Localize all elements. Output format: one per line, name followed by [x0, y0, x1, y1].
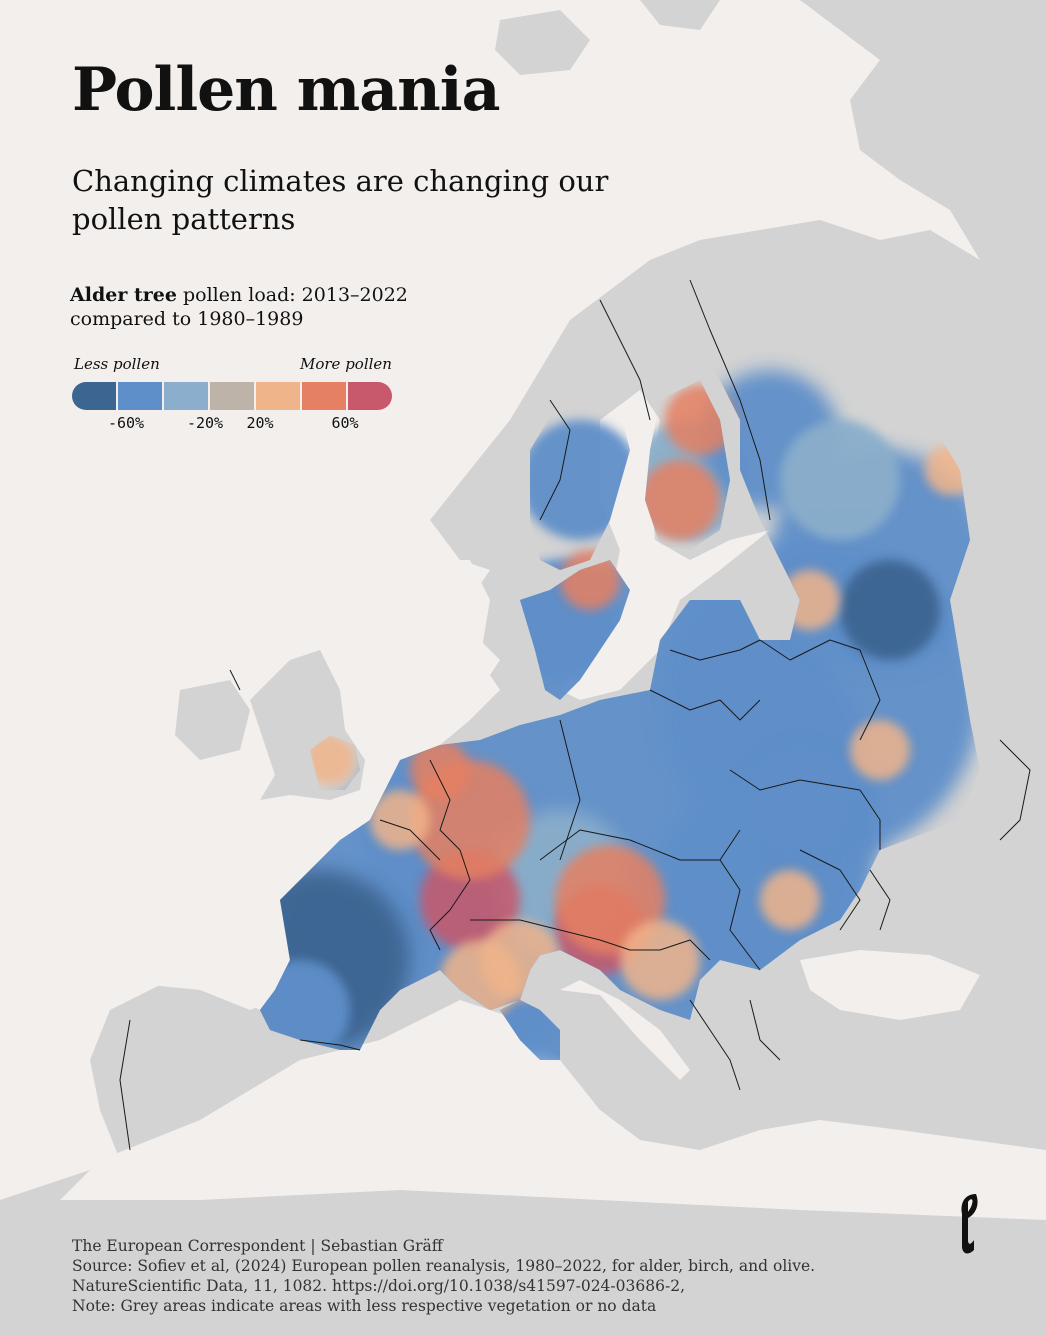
publisher-logo-icon [961, 1194, 978, 1254]
country-border [470, 919, 601, 941]
pollen-region [560, 550, 620, 610]
pollen-region [760, 870, 820, 930]
country-border [539, 829, 741, 861]
legend-heading-line2: compared to 1980–1989 [70, 308, 304, 330]
legend-tick: -60% [107, 414, 145, 432]
country-border [729, 769, 861, 791]
footer-source: Source: Sofiev et al, (2024) European po… [72, 1257, 816, 1295]
legend-swatch [164, 382, 210, 410]
country-border [299, 1039, 361, 1051]
country-border [719, 859, 761, 971]
pollen-region [520, 420, 640, 540]
legend-swatch [256, 382, 302, 410]
country-border [119, 1019, 131, 1151]
country-border [799, 849, 861, 931]
footer: The European Correspondent | Sebastian G… [72, 1236, 832, 1316]
legend-color-scale [72, 382, 392, 410]
legend-tick: 20% [246, 414, 274, 432]
footer-credit: The European Correspondent | Sebastian G… [72, 1237, 443, 1255]
country-border [999, 739, 1031, 841]
country-border [669, 639, 761, 661]
country-border [689, 999, 741, 1091]
country-border [379, 819, 441, 861]
country-border [689, 279, 771, 521]
pollen-region [850, 720, 910, 780]
country-border [229, 669, 241, 691]
legend-less-label: Less pollen [74, 355, 160, 373]
country-border [599, 299, 651, 421]
country-border [429, 759, 461, 851]
legend-heading-bold: Alder tree [70, 284, 177, 306]
legend-heading-rest: pollen load: 2013–2022 [176, 284, 408, 306]
country-border [539, 399, 571, 521]
footer-note: Note: Grey areas indicate areas with les… [72, 1297, 657, 1315]
pollen-region [740, 740, 860, 860]
legend-swatch [302, 382, 348, 410]
pollen-region [410, 740, 470, 800]
pollen-region [780, 420, 900, 540]
country-border [599, 939, 711, 961]
pollen-region [420, 850, 520, 950]
page-subtitle: Changing climates are changing our polle… [72, 164, 609, 236]
country-border [649, 689, 761, 721]
country-border [759, 639, 881, 741]
legend-heading: Alder tree pollen load: 2013–2022 compar… [70, 283, 408, 331]
legend-more-label: More pollen [300, 355, 392, 373]
pollen-region [640, 460, 720, 540]
country-border [749, 999, 781, 1061]
pollen-region [840, 560, 940, 660]
legend-swatch [348, 382, 392, 410]
legend-tick: -20% [186, 414, 224, 432]
legend-swatch [72, 382, 118, 410]
country-border [429, 849, 471, 951]
legend-swatch [118, 382, 164, 410]
country-border [869, 869, 891, 931]
pollen-region [620, 920, 700, 1000]
pollen-region [305, 735, 355, 785]
legend-swatch [210, 382, 256, 410]
page-title: Pollen mania [72, 55, 500, 125]
legend-tick: 60% [331, 414, 359, 432]
country-border [859, 789, 881, 850]
country-borders [119, 279, 1031, 1151]
